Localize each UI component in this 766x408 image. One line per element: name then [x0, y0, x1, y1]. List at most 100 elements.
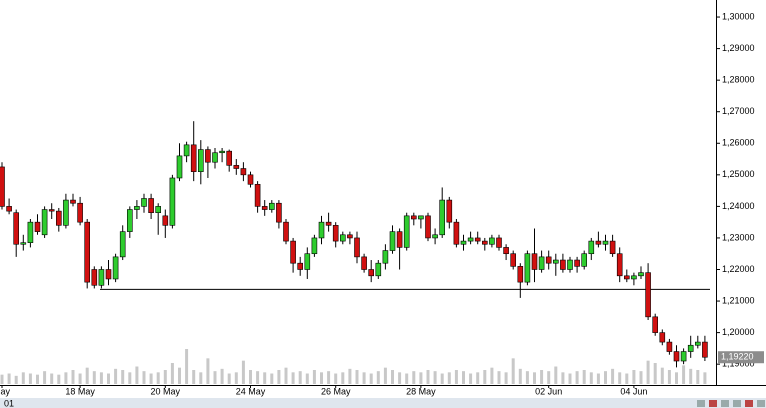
candle-body	[247, 174, 254, 185]
volume-bar	[334, 373, 338, 384]
scrollbar[interactable]	[0, 398, 766, 408]
candle-body	[453, 221, 460, 245]
candle-body	[254, 183, 261, 207]
toolbar-icons[interactable]	[697, 400, 765, 407]
candle-body	[418, 215, 424, 220]
candle-body	[602, 240, 609, 245]
candle-body	[432, 234, 438, 239]
volume-bar	[305, 373, 309, 384]
candle-body	[205, 149, 211, 163]
volume-bar	[419, 372, 423, 384]
footer-label: 01	[4, 398, 14, 408]
candle-body	[339, 234, 346, 242]
volume-bar	[43, 371, 47, 384]
volume-bar	[376, 371, 380, 384]
volume-bar	[511, 358, 515, 384]
candle-body	[283, 221, 289, 242]
candle-body	[574, 259, 580, 267]
candle-body	[496, 237, 502, 248]
candle-body	[240, 168, 247, 176]
y-tick-label: 1,23000	[722, 232, 755, 242]
volume-bar	[383, 367, 387, 384]
volume-bar	[234, 372, 238, 384]
last-price-box	[718, 351, 764, 364]
candle-body	[354, 237, 360, 258]
candle-body	[680, 351, 687, 362]
volume-bar	[36, 374, 39, 384]
candle-body	[70, 199, 76, 204]
candle-body	[318, 221, 325, 239]
candle-body	[389, 231, 396, 251]
x-tick-label: 18 May	[65, 386, 95, 396]
x-tick-label: ay	[0, 386, 10, 396]
candle-body	[290, 240, 296, 264]
plot-area	[0, 121, 710, 384]
volume-bar	[220, 368, 224, 384]
volume-bar	[490, 367, 494, 384]
x-tick-label: 20 May	[151, 386, 181, 396]
volume-bar	[163, 370, 167, 384]
volume-bar	[589, 372, 593, 384]
candle-body	[410, 215, 417, 220]
candle-body	[268, 202, 275, 210]
volume-bar	[362, 372, 366, 384]
candle-body	[396, 231, 403, 248]
volume-bar	[575, 371, 579, 384]
volume-bar	[405, 373, 409, 384]
candle-body	[219, 150, 225, 154]
candle-body	[652, 316, 659, 333]
volume-bar	[107, 373, 110, 384]
volume-bar	[14, 375, 18, 384]
candle-body	[34, 221, 41, 232]
x-tick-label: 28 May	[406, 386, 436, 396]
candle-body	[439, 199, 446, 236]
volume-bar	[533, 372, 536, 384]
candle-body	[631, 275, 637, 280]
volume-bar	[64, 372, 68, 384]
last-price-label: 1,19220	[721, 352, 754, 362]
volume-bar	[682, 365, 686, 384]
y-tick-label: 1,28000	[722, 75, 755, 85]
volume-bar	[561, 372, 565, 384]
candle-body	[41, 209, 48, 236]
candle-body	[673, 351, 680, 362]
volume-bar	[675, 372, 678, 384]
volume-bar	[355, 370, 359, 384]
candle-body	[666, 341, 673, 352]
candle-body	[141, 198, 147, 207]
volume-bar	[703, 372, 707, 384]
volume-bar	[412, 371, 416, 384]
candle-body	[467, 237, 474, 242]
candle-body	[560, 259, 566, 270]
volume-bar	[156, 372, 160, 384]
y-tick-label: 1,21000	[722, 295, 755, 305]
candle-body	[0, 166, 5, 207]
candle-body	[48, 209, 55, 212]
candle-body	[105, 269, 112, 280]
x-tick-label: 02 Jun	[535, 386, 562, 396]
candle-body	[567, 259, 573, 270]
volume-bar	[142, 371, 146, 384]
candle-body	[524, 253, 531, 283]
volume-bar	[689, 368, 693, 384]
candle-body	[91, 269, 98, 286]
volume-bar	[71, 370, 75, 384]
volume-bar	[270, 373, 274, 384]
volume-bar	[391, 370, 394, 384]
volume-bar	[249, 370, 252, 384]
candle-body	[474, 237, 481, 242]
volume-bar	[85, 367, 89, 384]
volume-bar	[291, 372, 295, 384]
y-tick-label: 1,25000	[722, 169, 755, 179]
volume-bar	[632, 370, 636, 384]
candle-body	[446, 199, 453, 223]
volume-bar	[192, 370, 196, 384]
volume-bar	[639, 371, 643, 384]
y-tick-label: 1,30000	[722, 11, 755, 21]
volume-bar	[540, 370, 544, 384]
volume-bar	[596, 373, 600, 384]
candle-body	[127, 209, 133, 232]
candle-body	[304, 253, 311, 270]
